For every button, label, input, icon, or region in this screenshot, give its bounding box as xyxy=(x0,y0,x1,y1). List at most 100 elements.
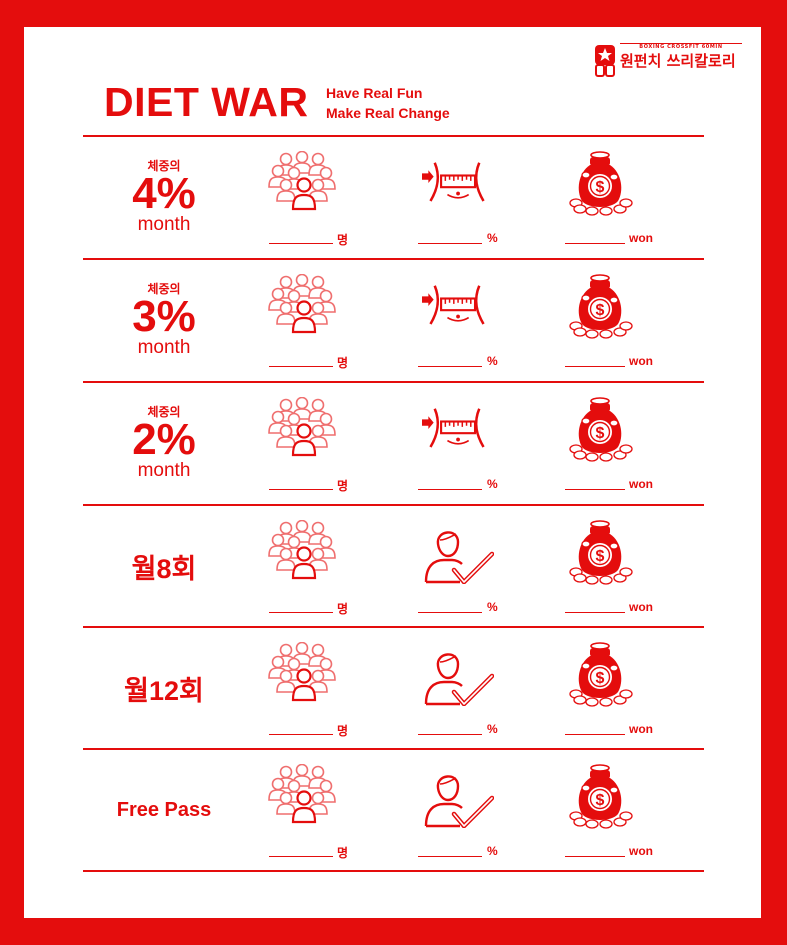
percent-unit: % xyxy=(487,477,498,491)
tagline-line-2: Make Real Change xyxy=(326,105,450,121)
reward-blank-field[interactable] xyxy=(565,734,625,735)
members-unit: 명 xyxy=(337,724,349,738)
percent-blank-field[interactable] xyxy=(418,612,482,613)
members-unit: 명 xyxy=(337,479,349,493)
table-row: 체중의 3% month 명% won xyxy=(83,260,704,380)
label-prefix: 체중의 xyxy=(147,159,181,173)
waist-measure-icon xyxy=(420,399,492,465)
percent-blank-field[interactable] xyxy=(418,489,482,490)
people-group-icon xyxy=(266,396,338,461)
reward-unit: won xyxy=(629,477,653,491)
members-blank-field[interactable] xyxy=(269,243,333,244)
label-plan: Free Pass xyxy=(116,798,212,821)
crowd-svg xyxy=(267,150,337,211)
money-bag-svg xyxy=(569,274,633,339)
members-unit: 명 xyxy=(337,602,349,616)
members-unit: 명 xyxy=(337,233,349,247)
label-percent: 3% xyxy=(132,292,196,341)
reward-blank-field[interactable] xyxy=(565,612,625,613)
brand-name: 원펀치 쓰리칼로리 xyxy=(620,52,736,70)
percent-blank-field[interactable] xyxy=(418,734,482,735)
reward-unit: won xyxy=(629,722,653,736)
money-bag-icon xyxy=(568,395,634,469)
members-blank-field[interactable] xyxy=(269,734,333,735)
tagline-line-1: Have Real Fun xyxy=(326,85,423,101)
money-bag-svg xyxy=(569,520,633,585)
reward-blank-field[interactable] xyxy=(565,856,625,857)
money-bag-svg xyxy=(569,397,633,462)
money-bag-icon xyxy=(568,762,634,836)
table-row: 체중의 4% month 명% won xyxy=(83,137,704,257)
table-row: Free Pass 명% won xyxy=(83,750,704,870)
label-period: month xyxy=(137,214,191,235)
label-percent: 4% xyxy=(132,169,196,218)
reward-unit: won xyxy=(629,600,653,614)
divider-rule xyxy=(83,135,704,137)
money-bag-svg xyxy=(569,151,633,216)
percent-unit: % xyxy=(487,844,498,858)
label-percent: 2% xyxy=(132,415,196,464)
waist-svg xyxy=(420,161,485,203)
poster-panel xyxy=(24,27,761,918)
person-check-icon xyxy=(424,770,494,832)
members-blank-field[interactable] xyxy=(269,366,333,367)
label-prefix: 체중의 xyxy=(147,282,181,296)
boxing-glove-icon xyxy=(595,45,615,77)
people-group-icon xyxy=(266,763,338,828)
people-group-icon xyxy=(266,150,338,215)
divider-rule xyxy=(83,381,704,383)
members-blank-field[interactable] xyxy=(269,612,333,613)
percent-blank-field[interactable] xyxy=(418,856,482,857)
reward-blank-field[interactable] xyxy=(565,366,625,367)
divider-rule xyxy=(83,870,704,872)
tagline: Have Real Fun Make Real Change xyxy=(326,83,450,123)
row-label: 체중의 3% month xyxy=(83,260,245,380)
row-label: Free Pass xyxy=(83,750,245,870)
person-check-icon xyxy=(424,648,494,710)
brand-subtitle: BOXING CROSSFIT 60MIN xyxy=(620,43,742,50)
money-bag-svg xyxy=(569,764,633,829)
row-label: 체중의 2% month xyxy=(83,383,245,503)
percent-unit: % xyxy=(487,600,498,614)
people-group-icon xyxy=(266,519,338,584)
money-bag-icon xyxy=(568,640,634,714)
money-bag-icon xyxy=(568,149,634,223)
members-unit: 명 xyxy=(337,356,349,370)
people-group-icon xyxy=(266,273,338,338)
reward-blank-field[interactable] xyxy=(565,489,625,490)
people-group-icon xyxy=(266,641,338,706)
percent-unit: % xyxy=(487,722,498,736)
percent-unit: % xyxy=(487,354,498,368)
percent-blank-field[interactable] xyxy=(418,366,482,367)
percent-unit: % xyxy=(487,231,498,245)
members-blank-field[interactable] xyxy=(269,856,333,857)
divider-rule xyxy=(83,258,704,260)
person-check-icon xyxy=(424,526,494,588)
divider-rule xyxy=(83,626,704,628)
divider-rule xyxy=(83,748,704,750)
row-label: 월8회 xyxy=(83,506,245,626)
label-period: month xyxy=(137,337,191,358)
crowd-svg xyxy=(267,641,337,702)
row-label: 체중의 4% month xyxy=(83,137,245,257)
reward-blank-field[interactable] xyxy=(565,243,625,244)
brand-logo: BOXING CROSSFIT 60MIN 원펀치 쓰리칼로리 xyxy=(592,43,742,77)
crowd-svg xyxy=(267,273,337,334)
table-row: 체중의 2% month 명% won xyxy=(83,383,704,503)
members-blank-field[interactable] xyxy=(269,489,333,490)
members-unit: 명 xyxy=(337,846,349,860)
reward-unit: won xyxy=(629,844,653,858)
reward-unit: won xyxy=(629,231,653,245)
waist-svg xyxy=(420,407,485,449)
percent-blank-field[interactable] xyxy=(418,243,482,244)
row-label: 월12회 xyxy=(83,628,245,748)
person-check-svg xyxy=(424,526,494,584)
divider-rule xyxy=(83,504,704,506)
label-prefix: 체중의 xyxy=(147,405,181,419)
waist-measure-icon xyxy=(420,276,492,342)
reward-unit: won xyxy=(629,354,653,368)
crowd-svg xyxy=(267,519,337,580)
money-bag-icon xyxy=(568,272,634,346)
